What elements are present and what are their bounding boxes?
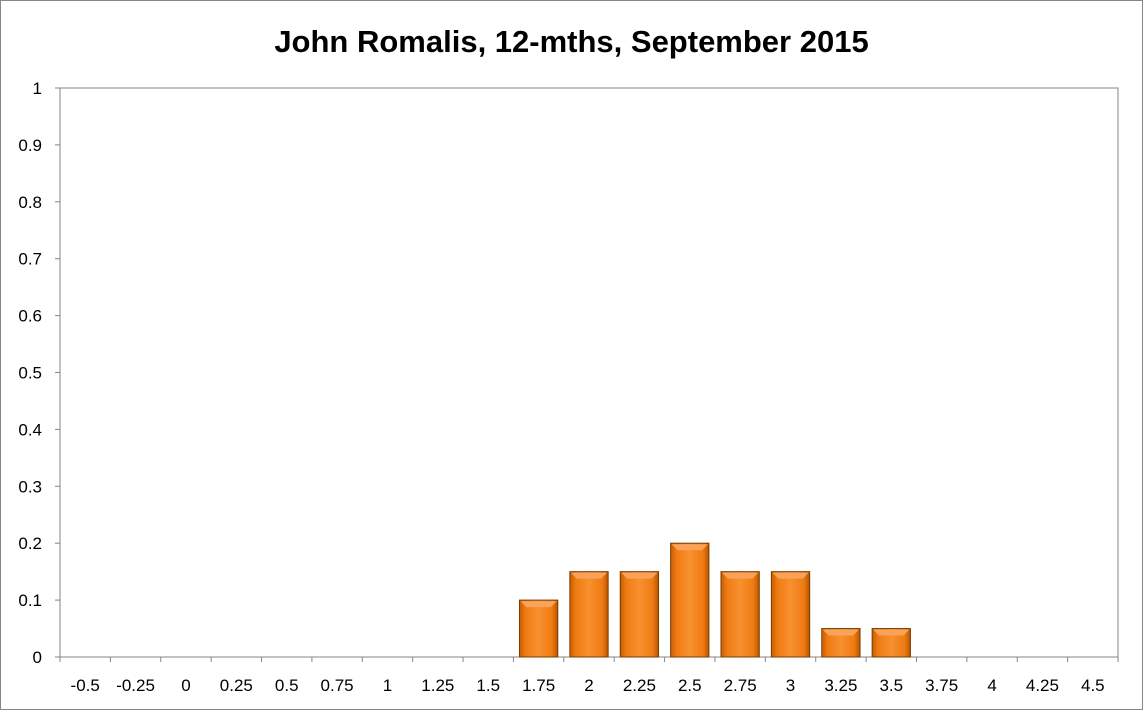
bar-bevel-top xyxy=(671,544,708,551)
bar xyxy=(871,628,911,658)
x-tick-label: 3.25 xyxy=(824,676,857,695)
y-tick-label: 1 xyxy=(33,79,42,98)
bar xyxy=(518,599,559,658)
x-tick-label: 0.5 xyxy=(275,676,299,695)
x-tick-label: 4.5 xyxy=(1081,676,1105,695)
x-tick-label: 1 xyxy=(383,676,392,695)
bar-body xyxy=(569,571,609,658)
bar xyxy=(770,571,811,658)
bar-bevel-top xyxy=(873,629,910,636)
y-axis: 0 0.1 0.2 0.3 0.4 0.5 0.6 0.7 0.8 0.9 1 xyxy=(18,79,60,667)
plot-area xyxy=(59,87,1119,658)
x-tick-label: 2 xyxy=(584,676,593,695)
x-tick-label: 3.75 xyxy=(925,676,958,695)
x-tick-label: 3 xyxy=(786,676,795,695)
y-tick-label: 0 xyxy=(33,648,42,667)
bar xyxy=(720,571,760,658)
x-tick-label: 1.25 xyxy=(421,676,454,695)
y-tick-label: 0.9 xyxy=(18,136,42,155)
chart-title: John Romalis, 12-mths, September 2015 xyxy=(274,24,869,59)
y-tick-label: 0.5 xyxy=(18,364,42,383)
y-tick-label: 0.2 xyxy=(18,534,42,553)
bar-bevel-top xyxy=(721,572,759,579)
bar xyxy=(670,542,710,658)
x-tick-label: 1.5 xyxy=(476,676,500,695)
x-tick-label: 2.25 xyxy=(623,676,656,695)
y-tick-label: 0.7 xyxy=(18,250,42,269)
bar-bevel-top xyxy=(822,629,860,636)
x-tick-label: 3.5 xyxy=(879,676,903,695)
bar-body xyxy=(670,542,710,658)
x-tick-label: -0.25 xyxy=(116,676,155,695)
bar-bevel-top xyxy=(772,572,809,579)
y-tick-label: 0.3 xyxy=(18,477,42,496)
x-tick-label: 0 xyxy=(181,676,190,695)
bar xyxy=(569,571,609,658)
x-tick-label: 2.5 xyxy=(678,676,702,695)
y-tick-label: 0.4 xyxy=(18,420,42,439)
bar-body xyxy=(770,571,811,658)
bar-body xyxy=(518,599,559,658)
y-tick-label: 0.8 xyxy=(18,193,42,212)
x-tick-label: 0.25 xyxy=(220,676,253,695)
y-tick-label: 0.1 xyxy=(18,591,42,610)
x-axis: -0.5 -0.25 0 0.25 0.5 0.75 1 1.25 1.5 1.75 2 2.25 2.… xyxy=(59,657,1119,695)
bar-body xyxy=(619,571,660,658)
x-tick-label: 4.25 xyxy=(1026,676,1059,695)
bar-bevel-top xyxy=(621,572,658,579)
x-tick-label: 0.75 xyxy=(321,676,354,695)
bar-bevel-top xyxy=(520,601,557,608)
x-tick-label: -0.5 xyxy=(71,676,100,695)
bar-bevel-top xyxy=(570,572,608,579)
bar xyxy=(821,628,861,658)
bar-body xyxy=(720,571,760,658)
x-tick-label: 1.75 xyxy=(522,676,555,695)
bars-group xyxy=(518,542,911,658)
x-tick-label: 2.75 xyxy=(724,676,757,695)
x-tick-label: 4 xyxy=(987,676,996,695)
y-tick-label: 0.6 xyxy=(18,307,42,326)
bar xyxy=(619,571,660,658)
